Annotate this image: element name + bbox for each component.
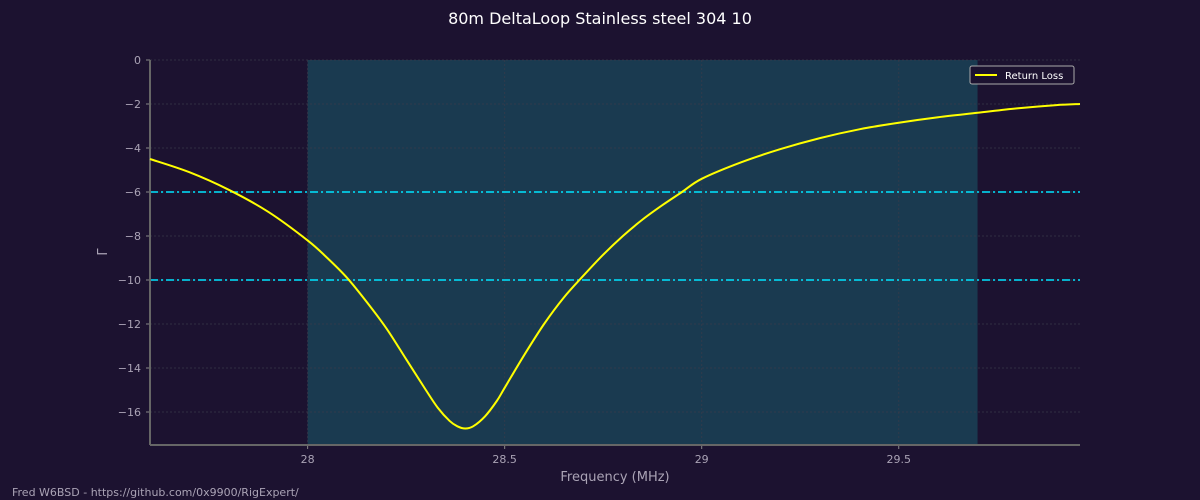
- x-tick-label: 28.5: [492, 453, 517, 466]
- y-tick-label: −10: [118, 274, 141, 287]
- series-line-return-loss: [149, 103, 1081, 430]
- y-tick-label: −6: [125, 186, 141, 199]
- x-tick-label: 28: [301, 453, 315, 466]
- legend-label: Return Loss: [1005, 71, 1063, 82]
- y-tick-label: −12: [118, 318, 141, 331]
- frequency-band: [307, 60, 978, 445]
- chart-title: 80m DeltaLoop Stainless steel 304 10: [448, 9, 752, 28]
- y-tick-label: −2: [125, 98, 141, 111]
- legend-box: [969, 65, 1075, 85]
- footer-credit: Fred W6BSD - https://github.com/0x9900/R…: [12, 486, 299, 499]
- x-tick-label: 29.5: [886, 453, 911, 466]
- y-tick-label: −14: [118, 362, 141, 375]
- y-axis-label: Γ: [96, 248, 111, 256]
- y-tick-label: 0: [134, 54, 141, 67]
- y-tick-label: −16: [118, 406, 141, 419]
- y-tick-label: −4: [125, 142, 141, 155]
- x-axis-label: Frequency (MHz): [560, 470, 669, 485]
- y-tick-label: −8: [125, 230, 141, 243]
- x-tick-label: 29: [695, 453, 709, 466]
